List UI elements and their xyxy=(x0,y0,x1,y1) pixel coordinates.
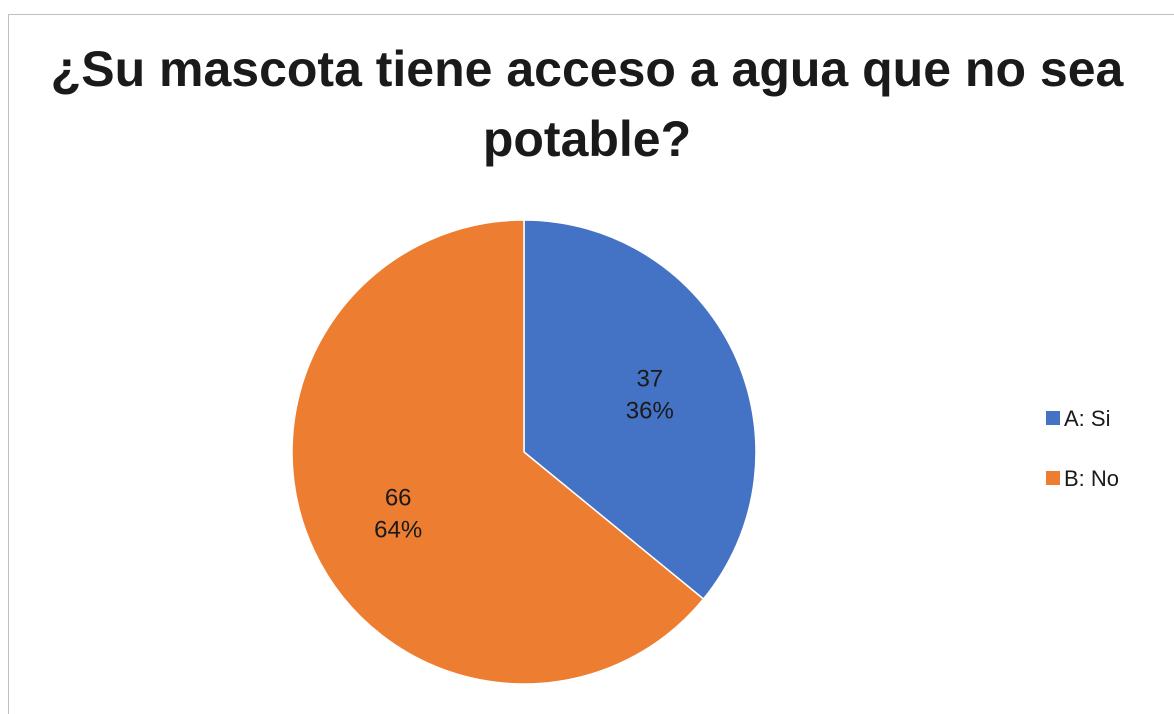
legend-swatch-1 xyxy=(1046,411,1060,425)
slice-value-label-1: 37 xyxy=(636,365,663,392)
pie-slices xyxy=(291,219,757,685)
legend-swatch-2 xyxy=(1046,471,1060,485)
slice-percent-label-1: 36% xyxy=(626,397,674,424)
pie-slice-1 xyxy=(523,219,757,601)
legend-label-2: B: No xyxy=(1064,466,1119,491)
pie-slice-2 xyxy=(291,219,705,685)
slice-value-label-2: 66 xyxy=(385,485,412,512)
legend: A: Si B: No xyxy=(1046,406,1119,491)
legend-label-1: A: Si xyxy=(1064,406,1110,431)
slice-percent-label-2: 64% xyxy=(374,517,422,544)
chart-title: ¿Su mascota tiene acceso a agua que no s… xyxy=(50,41,1124,167)
pie-data-labels: 37 36% 66 64% xyxy=(374,365,674,543)
